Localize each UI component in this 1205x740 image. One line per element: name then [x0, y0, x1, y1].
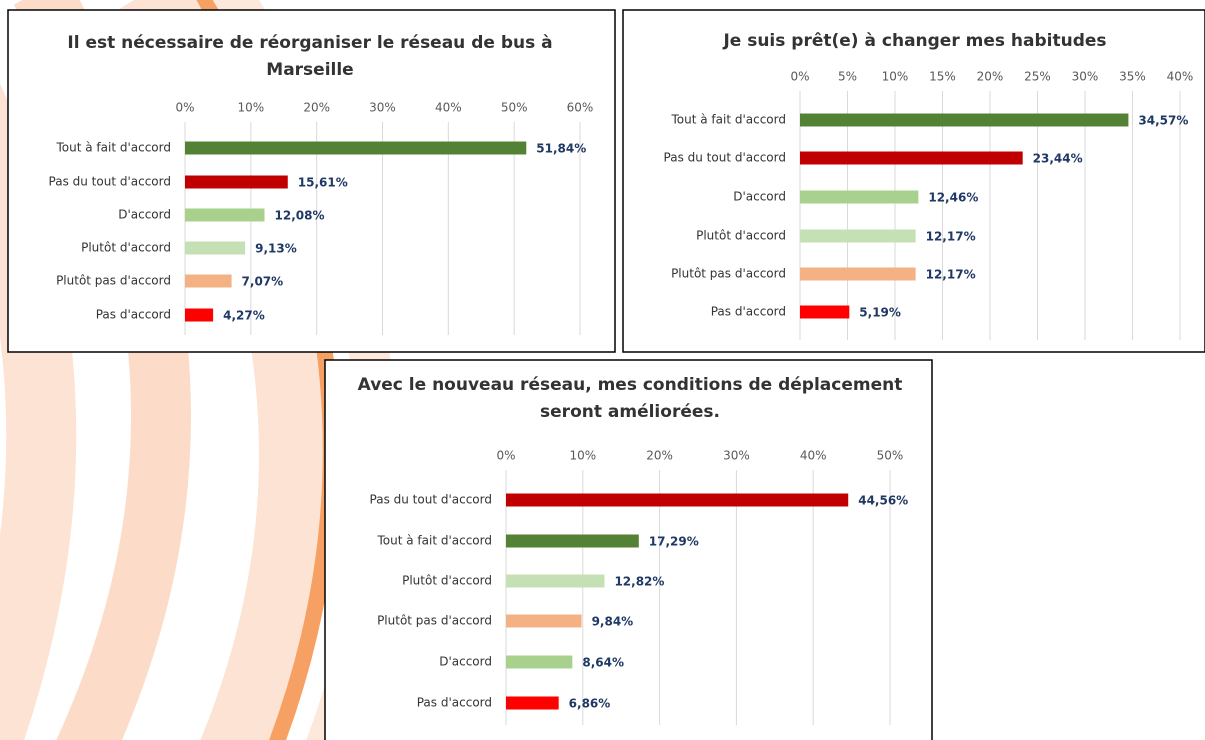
- bar: [185, 176, 288, 189]
- value-label: 12,08%: [275, 209, 325, 223]
- value-label: 12,17%: [926, 230, 976, 244]
- x-tick-label: 10%: [237, 101, 264, 115]
- x-tick-label: 15%: [929, 70, 956, 84]
- y-tick-label: Tout à fait d'accord: [670, 113, 786, 127]
- x-tick-label: 40%: [435, 101, 462, 115]
- x-tick-label: 20%: [303, 101, 330, 115]
- x-tick-label: 30%: [1072, 70, 1099, 84]
- value-label: 12,82%: [614, 575, 664, 589]
- value-label: 51,84%: [536, 142, 586, 156]
- bar: [506, 615, 582, 628]
- x-tick-label: 25%: [1024, 70, 1051, 84]
- y-tick-label: Plutôt pas d'accord: [671, 267, 786, 281]
- y-tick-label: Plutôt pas d'accord: [377, 614, 492, 628]
- bar: [185, 275, 232, 288]
- y-tick-label: Plutôt d'accord: [402, 574, 492, 588]
- y-tick-label: D'accord: [118, 208, 171, 222]
- value-label: 7,07%: [242, 275, 284, 289]
- value-label: 23,44%: [1033, 152, 1083, 166]
- y-tick-label: D'accord: [733, 190, 786, 204]
- y-tick-label: Pas d'accord: [96, 308, 171, 322]
- bar: [800, 230, 916, 243]
- bar: [185, 142, 526, 155]
- bar: [506, 697, 559, 710]
- value-label: 5,19%: [859, 306, 901, 320]
- bar: [800, 268, 916, 281]
- value-label: 17,29%: [649, 535, 699, 549]
- x-tick-label: 50%: [501, 101, 528, 115]
- x-tick-label: 40%: [1167, 70, 1194, 84]
- x-tick-label: 60%: [567, 101, 594, 115]
- bar: [800, 114, 1128, 127]
- x-tick-label: 20%: [646, 449, 673, 463]
- page: 0% 10% 20% 30% 40% 50% 60% Tout à fait d'accord…: [0, 0, 1205, 740]
- x-tick-label: 10%: [882, 70, 909, 84]
- x-tick-label: 35%: [1119, 70, 1146, 84]
- y-tick-label: Plutôt d'accord: [696, 229, 786, 243]
- x-tick-label: 50%: [877, 449, 904, 463]
- value-label: 4,27%: [223, 309, 265, 323]
- y-tick-label: Plutôt pas d'accord: [56, 274, 171, 288]
- value-label: 9,13%: [255, 242, 297, 256]
- bar: [800, 306, 849, 319]
- chart-title: Avec le nouveau réseau, mes conditions d…: [345, 372, 915, 426]
- y-tick-label: D'accord: [439, 655, 492, 669]
- bar: [506, 656, 572, 669]
- value-label: 6,86%: [569, 697, 611, 711]
- bar: [800, 152, 1023, 165]
- bar: [800, 191, 918, 204]
- bar: [185, 309, 213, 322]
- chart-title: Je suis prêt(e) à changer mes habitudes: [640, 28, 1190, 55]
- y-tick-label: Plutôt d'accord: [81, 241, 171, 255]
- x-tick-label: 20%: [977, 70, 1004, 84]
- y-tick-label: Pas du tout d'accord: [370, 493, 492, 507]
- x-tick-label: 0%: [175, 101, 194, 115]
- x-tick-label: 30%: [723, 449, 750, 463]
- x-tick-label: 0%: [790, 70, 809, 84]
- bar: [506, 494, 848, 507]
- x-tick-label: 40%: [800, 449, 827, 463]
- y-tick-label: Pas du tout d'accord: [664, 151, 786, 165]
- y-tick-label: Pas du tout d'accord: [49, 175, 171, 189]
- value-label: 8,64%: [582, 656, 624, 670]
- y-tick-label: Tout à fait d'accord: [376, 534, 492, 548]
- bar: [506, 535, 639, 548]
- x-tick-label: 10%: [569, 449, 596, 463]
- value-label: 12,17%: [926, 268, 976, 282]
- bar: [185, 209, 265, 222]
- y-tick-label: Pas d'accord: [417, 696, 492, 710]
- charts: 0% 10% 20% 30% 40% 50% 60% Tout à fait d'accord…: [0, 0, 1205, 740]
- value-label: 9,84%: [592, 615, 634, 629]
- bar: [185, 242, 245, 255]
- value-label: 34,57%: [1138, 114, 1188, 128]
- x-tick-label: 5%: [838, 70, 857, 84]
- value-label: 12,46%: [928, 191, 978, 205]
- x-tick-label: 30%: [369, 101, 396, 115]
- chart-title: Il est nécessaire de réorganiser le rése…: [30, 30, 590, 84]
- bar: [506, 575, 604, 588]
- y-tick-label: Tout à fait d'accord: [55, 141, 171, 155]
- y-tick-label: Pas d'accord: [711, 305, 786, 319]
- x-tick-label: 0%: [496, 449, 515, 463]
- value-label: 15,61%: [298, 176, 348, 190]
- value-label: 44,56%: [858, 494, 908, 508]
- chart-frame: [623, 10, 1205, 352]
